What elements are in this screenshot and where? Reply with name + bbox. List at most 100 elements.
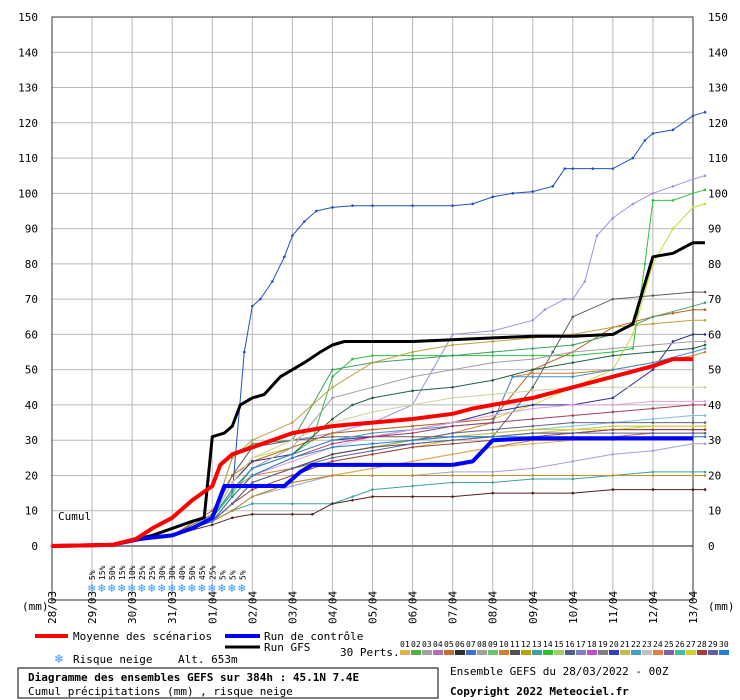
series-point — [691, 340, 695, 343]
series-point — [531, 417, 535, 421]
snowflake-icon: ❄ — [227, 582, 236, 595]
series-point — [651, 322, 655, 326]
series-point — [451, 453, 454, 456]
series-point — [491, 393, 494, 396]
series-point — [691, 318, 695, 322]
series-line-run-gfs — [51, 241, 705, 548]
series-point — [411, 424, 414, 428]
series-point — [651, 343, 655, 347]
x-tick-label: 06/04 — [407, 591, 420, 624]
snow-risk-pct: 25% — [148, 565, 157, 580]
series-point — [230, 481, 234, 484]
series-point — [451, 481, 454, 484]
y-tick-right: 80 — [708, 258, 721, 271]
series-point — [371, 428, 374, 431]
series-point — [283, 255, 286, 259]
series-point — [411, 428, 414, 431]
y-tick-right: 70 — [708, 293, 721, 306]
series-point — [251, 502, 254, 505]
series-line-26 — [51, 489, 705, 547]
series-point — [491, 329, 494, 333]
series-point — [691, 206, 695, 209]
y-tick-right: 0 — [708, 540, 715, 553]
series-point — [491, 470, 494, 474]
series-point — [291, 234, 294, 237]
y-tick-left: 40 — [25, 399, 38, 412]
series-point — [691, 350, 695, 354]
series-point — [230, 495, 234, 498]
series-point — [643, 139, 647, 142]
pert-swatch — [708, 650, 718, 655]
pert-label: 26 — [675, 640, 685, 649]
y-tick-left: 150 — [18, 11, 38, 24]
series-point — [651, 417, 655, 421]
snow-risk-pct: 15% — [98, 565, 107, 580]
series-point — [571, 477, 575, 481]
legend-snow-label: Risque neige — [73, 653, 152, 666]
pert-swatch — [675, 650, 685, 655]
series-point — [551, 350, 555, 354]
snow-risk-pct: 50% — [188, 565, 197, 580]
series-point — [651, 407, 655, 410]
series-point — [691, 400, 695, 403]
y-tick-right: 100 — [708, 187, 728, 200]
series-point — [411, 460, 414, 463]
series-point — [703, 343, 707, 347]
y-tick-left: 70 — [25, 293, 38, 306]
snow-risk-pct: 45% — [198, 565, 207, 580]
series-point — [331, 368, 334, 371]
y-tick-right: 20 — [708, 469, 721, 482]
x-tick-label: 10/04 — [567, 591, 580, 624]
series-point — [671, 184, 675, 188]
series-line-moyenne-des-sc-narios — [51, 357, 693, 548]
y-tick-left: 0 — [31, 540, 38, 553]
series-point — [291, 512, 294, 516]
pert-swatch — [433, 650, 443, 655]
series-point — [651, 488, 655, 491]
series-point — [251, 438, 254, 442]
pert-label: 09 — [488, 640, 498, 649]
series-point — [691, 424, 695, 428]
snowflake-icon: ❄ — [107, 582, 116, 595]
pert-swatch — [587, 650, 597, 655]
series-point — [371, 386, 374, 389]
series-point — [331, 435, 334, 438]
series-point — [703, 428, 707, 431]
x-tick-label: 31/03 — [166, 591, 179, 624]
series-point — [703, 347, 707, 350]
series-point — [411, 354, 414, 357]
series-point — [691, 333, 695, 336]
series-point — [491, 414, 494, 417]
series-point — [611, 410, 615, 414]
series-point — [703, 442, 707, 446]
series-point — [411, 357, 414, 361]
series-point — [571, 350, 575, 354]
snow-risk-pct: 10% — [128, 565, 137, 580]
series-point — [571, 421, 575, 424]
pert-swatch — [521, 650, 531, 655]
series-point — [491, 340, 494, 343]
series-point — [331, 206, 334, 209]
series-point — [583, 280, 587, 283]
pert-label: 16 — [565, 640, 575, 649]
series-point — [531, 368, 535, 371]
pert-swatch — [620, 650, 630, 655]
y-tick-right: 50 — [708, 364, 721, 377]
series-line-run-de-contr-le — [51, 436, 693, 548]
ensemble-info: Ensemble GEFS du 28/03/2022 - 00Z — [450, 665, 669, 678]
series-point — [531, 318, 535, 322]
series-point — [291, 484, 294, 488]
series-point — [611, 474, 615, 477]
series-point — [491, 474, 494, 477]
series-point — [691, 354, 695, 357]
series-point — [331, 453, 334, 456]
series-point — [571, 414, 575, 417]
series-point — [491, 435, 494, 438]
series-point — [571, 315, 575, 319]
series-point — [571, 431, 575, 435]
snow-risk-pct: 25% — [208, 565, 217, 580]
series-point — [291, 460, 294, 463]
series-point — [331, 396, 334, 400]
series-point — [331, 442, 334, 446]
